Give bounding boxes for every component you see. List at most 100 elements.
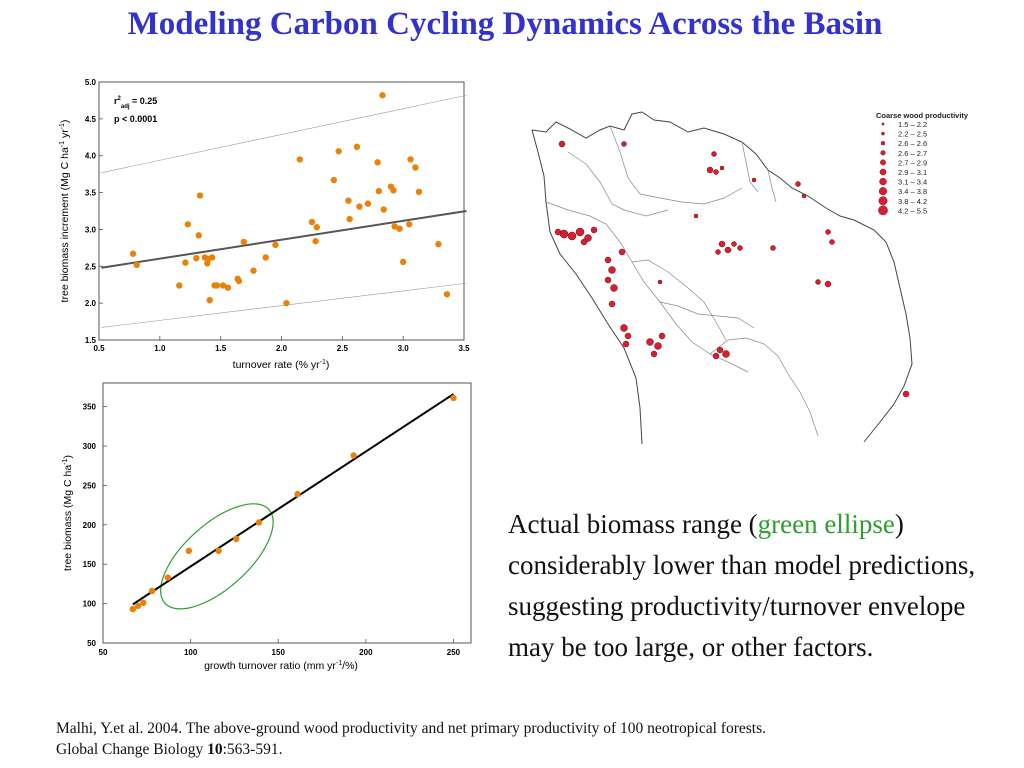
x-tick-label: 1.5 xyxy=(215,344,227,353)
site-marker xyxy=(829,239,835,245)
x-tick-label: 2.5 xyxy=(337,344,349,353)
site-marker xyxy=(558,140,566,148)
y-tick-label: 350 xyxy=(83,403,97,412)
data-point xyxy=(164,574,172,581)
x-axis-label: turnover rate (% yr-1) xyxy=(233,359,330,371)
data-point xyxy=(353,143,361,151)
map-legend: Coarse wood productivity 1.5 – 2.22.2 – … xyxy=(876,111,969,215)
green-ellipse xyxy=(160,503,274,610)
site-marker xyxy=(580,238,588,246)
data-point xyxy=(308,218,316,226)
svg-text:p < 0.0001: p < 0.0001 xyxy=(114,114,157,124)
legend-label: 3.1 – 3.4 xyxy=(898,178,927,187)
site-marker xyxy=(716,346,724,354)
y-tick-label: 4.0 xyxy=(85,152,97,161)
y-tick-label: 3.5 xyxy=(85,189,97,198)
data-point xyxy=(206,296,213,304)
description-text: Actual biomass range (green ellipse) con… xyxy=(508,504,998,668)
x-tick-label: 3.5 xyxy=(458,344,470,353)
data-point xyxy=(330,176,338,184)
data-point xyxy=(193,254,200,262)
data-point xyxy=(215,547,222,555)
y-tick-label: 50 xyxy=(87,639,96,648)
site-marker xyxy=(658,332,666,340)
site-marker xyxy=(719,165,725,171)
data-point xyxy=(396,225,403,232)
data-point xyxy=(379,92,386,99)
site-marker xyxy=(825,229,831,235)
site-marker xyxy=(608,266,616,274)
description-part2: ) considerably lower than model predicti… xyxy=(508,509,976,662)
x-tick-label: 50 xyxy=(99,648,108,657)
data-point xyxy=(345,197,352,204)
data-point xyxy=(129,250,137,257)
data-point xyxy=(443,291,451,298)
data-point xyxy=(148,587,156,595)
data-point xyxy=(390,187,397,194)
y-tick-labels: 1.5 2.0 2.5 3.0 3.5 4.0 4.5 5.0 xyxy=(85,78,103,345)
data-point xyxy=(182,259,189,266)
legend-label: 2.6 – 2.6 xyxy=(898,139,927,148)
legend-marker xyxy=(881,122,885,126)
y-tick-label: 3.0 xyxy=(85,225,97,234)
legend-marker xyxy=(881,131,885,136)
data-point xyxy=(184,221,192,228)
data-points xyxy=(129,92,451,307)
citation-line1: Malhi, Y.et al. 2004. The above-ground w… xyxy=(56,720,766,737)
data-point xyxy=(335,148,342,155)
data-point xyxy=(415,188,423,196)
legend-marker xyxy=(879,177,887,186)
site-marker xyxy=(559,229,569,239)
y-tick-labels: 50 100 150 200 250 300 350 xyxy=(83,403,107,648)
site-marker xyxy=(650,350,658,358)
site-marker xyxy=(711,151,717,157)
site-marker xyxy=(604,256,612,264)
site-marker xyxy=(718,240,726,248)
y-tick-label: 250 xyxy=(83,481,97,490)
site-marker xyxy=(622,340,630,348)
citation: Malhi, Y.et al. 2004. The above-ground w… xyxy=(56,718,1016,760)
site-marker xyxy=(751,177,757,183)
data-point xyxy=(294,490,301,498)
data-point xyxy=(129,605,136,613)
site-marker xyxy=(801,193,807,199)
data-point xyxy=(134,602,142,610)
data-point xyxy=(346,215,353,223)
scatter-chart-turnover: 0.5 1.0 1.5 2.0 2.5 3.0 3.5 1.5 2.0 2.5 3.0 3.5 4.0… xyxy=(59,78,470,371)
citation-line2: Global Change Biology 10:563-591. xyxy=(56,739,1016,760)
data-point xyxy=(140,599,147,607)
data-point xyxy=(224,284,232,291)
data-point xyxy=(312,238,319,245)
site-marker xyxy=(824,280,832,288)
y-tick-label: 150 xyxy=(83,560,97,569)
x-tick-label: 150 xyxy=(272,648,286,657)
legend-marker xyxy=(880,150,886,156)
data-point xyxy=(272,241,279,249)
x-tick-label: 0.5 xyxy=(93,344,105,353)
data-point xyxy=(196,192,204,199)
x-tick-label: 200 xyxy=(359,648,373,657)
site-marker xyxy=(722,350,730,358)
data-point xyxy=(406,221,413,228)
data-point xyxy=(407,156,414,163)
data-point xyxy=(262,254,269,261)
data-point xyxy=(133,261,140,269)
x-tick-label: 3.0 xyxy=(398,344,410,353)
data-point xyxy=(185,547,193,555)
fit-line xyxy=(101,210,467,269)
data-points xyxy=(129,394,457,613)
legend-label: 1.5 – 2.2 xyxy=(898,120,927,129)
data-point xyxy=(350,452,357,459)
data-point xyxy=(296,156,303,163)
plot-area xyxy=(102,382,472,644)
borders xyxy=(545,125,819,437)
site-marker xyxy=(624,332,632,340)
data-point xyxy=(195,232,202,239)
data-point xyxy=(399,258,407,266)
data-point xyxy=(374,159,381,166)
site-marker xyxy=(620,324,628,332)
coastline xyxy=(531,111,913,445)
description-green-ellipse: green ellipse xyxy=(757,509,895,539)
x-tick-labels: 50 100 150 200 250 xyxy=(99,639,461,657)
data-point xyxy=(240,238,247,246)
